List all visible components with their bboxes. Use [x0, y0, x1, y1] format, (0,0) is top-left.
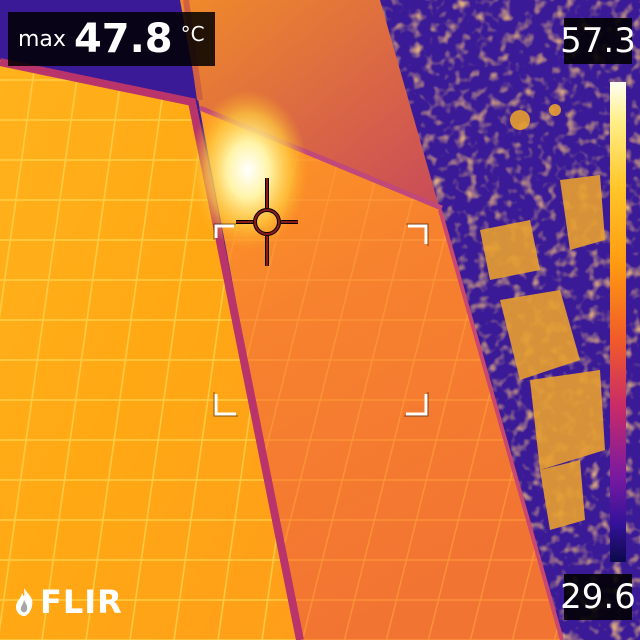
scale-min-value: 29.6 — [560, 574, 636, 620]
scale-max-value: 57.3 — [560, 18, 636, 64]
max-temperature-readout: max 47.8 °C — [8, 12, 215, 66]
warm-objects — [480, 104, 605, 530]
readout-value: 47.8 — [73, 16, 173, 62]
flir-logo: FLIR — [10, 583, 123, 621]
temperature-scale-bar — [610, 82, 626, 562]
crosshair-icon[interactable] — [236, 178, 298, 266]
measurement-box[interactable] — [214, 224, 428, 416]
readout-label: max — [18, 26, 66, 52]
measurement-box-shadow — [213, 223, 429, 417]
flame-icon — [16, 588, 33, 616]
readout-unit: °C — [180, 22, 205, 46]
logo-text: FLIR — [40, 583, 123, 621]
